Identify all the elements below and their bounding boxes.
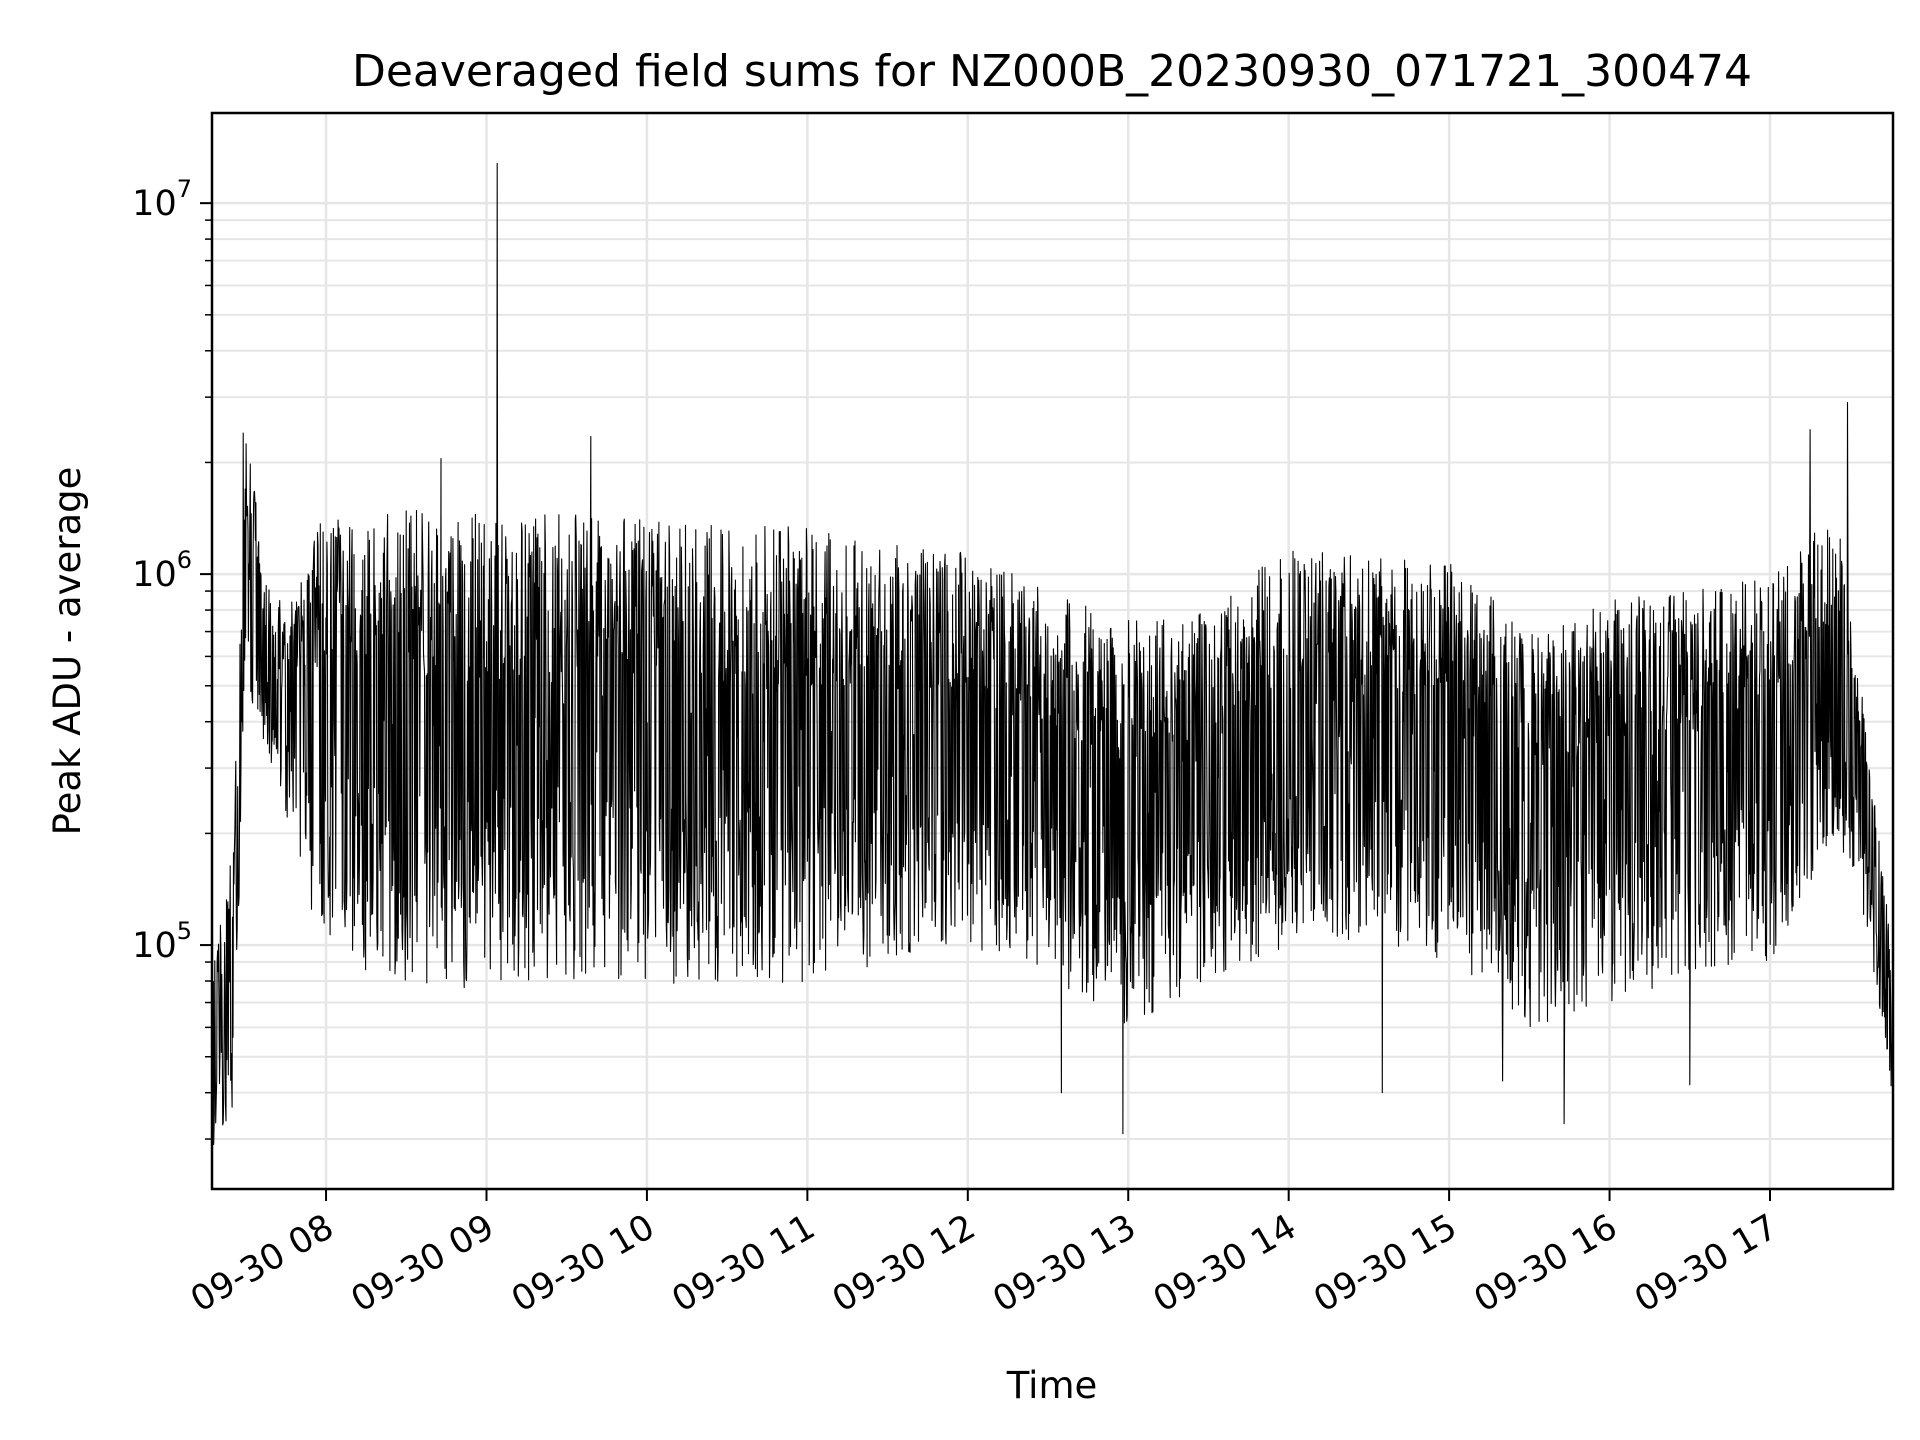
plot-area [211,162,1894,1146]
chart-title: Deaveraged field sums for NZ000B_2023093… [352,46,1752,97]
x-axis-label: Time [1006,1364,1098,1407]
axes-frame [210,111,1895,1191]
y-tick-label: 107 [132,175,192,224]
y-tick-label: 105 [132,917,192,966]
data-series-line [211,162,1894,1146]
y-axis: 105 106 107 [132,175,212,1140]
y-axis-label: Peak ADU - average [46,467,89,836]
y-tick-label: 106 [132,546,192,595]
